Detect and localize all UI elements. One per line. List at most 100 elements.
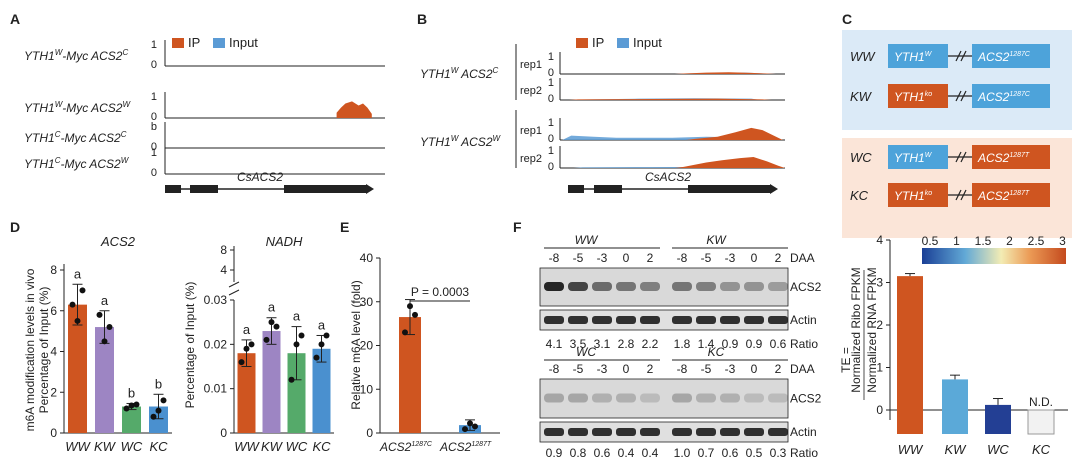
- acs2-band: [720, 282, 740, 291]
- genotype-name: KC: [850, 188, 869, 203]
- significance-letter: a: [268, 300, 276, 315]
- ratio-value: 1.4: [698, 337, 715, 351]
- y-tick-label: 40: [360, 251, 374, 265]
- legend-ip-label: IP: [188, 35, 200, 50]
- actin-band: [696, 316, 716, 324]
- ratio-value: 0.9: [746, 337, 763, 351]
- group-label: YTH1W ACS2C: [420, 66, 499, 81]
- linker-break: [960, 50, 967, 62]
- timepoint-label: -8: [677, 362, 688, 376]
- category-label: KW: [261, 439, 284, 454]
- bar-ACS21287C: [399, 317, 421, 433]
- data-point: [150, 413, 157, 420]
- data-point: [128, 402, 135, 409]
- track-ytick-top: 1: [151, 91, 157, 103]
- yth-box: [888, 44, 948, 68]
- timepoint-label: -3: [597, 362, 608, 376]
- timepoint-label: 0: [751, 251, 758, 265]
- category-label: WW: [234, 439, 260, 454]
- ratio-value: 0.6: [594, 446, 611, 460]
- gene-exon: [165, 185, 181, 193]
- category-label: WC: [286, 439, 308, 454]
- group-label: YTH1W ACS2W: [420, 134, 502, 149]
- acs2-band: [544, 282, 564, 291]
- track-label: YTH1W-Myc ACS2W: [24, 100, 131, 115]
- gene-exon: [594, 185, 622, 193]
- category-label: KW: [94, 439, 117, 454]
- y-tick-label: 0.01: [204, 382, 228, 396]
- data-point: [155, 407, 162, 414]
- acs2-label: ACS2: [790, 280, 822, 294]
- y-tick-label: 8: [220, 243, 227, 257]
- actin-band: [768, 428, 788, 436]
- ratio-value: 4.1: [546, 337, 563, 351]
- acs-label: ACS21287C: [977, 90, 1031, 104]
- genotype-name: WC: [850, 150, 872, 165]
- bar-KW: [942, 379, 968, 434]
- timepoint-label: -8: [549, 251, 560, 265]
- category-label: KW: [945, 442, 968, 457]
- acs2-band: [592, 282, 612, 291]
- category-label: WC: [987, 442, 1009, 457]
- actin-band: [544, 316, 564, 324]
- data-point: [298, 332, 305, 339]
- y-axis-label: m6A modification levels in vivo: [23, 268, 37, 431]
- rep-ytick-bottom: 0: [548, 93, 554, 105]
- rep-label: rep2: [520, 153, 542, 165]
- gene-arrow: [366, 184, 374, 194]
- ratio-value: 0.4: [618, 446, 635, 460]
- rep-ytick-bottom: 0: [548, 161, 554, 173]
- legend-ip-swatch: [172, 38, 184, 48]
- category-label: WW: [65, 439, 91, 454]
- chart-title: NADH: [266, 234, 303, 249]
- timepoint-label: 2: [647, 251, 654, 265]
- linker-break: [955, 90, 962, 102]
- timepoint-label: 2: [775, 251, 782, 265]
- ip-signal: [336, 101, 372, 118]
- acs-box: [972, 145, 1050, 169]
- category-label: KC: [1032, 442, 1051, 457]
- ratio-value: 2.8: [618, 337, 635, 351]
- ratio-value: 0.9: [722, 337, 739, 351]
- ratio-value: 3.1: [594, 337, 611, 351]
- y-tick-label: 20: [360, 339, 374, 353]
- ratio-value: 2.2: [642, 337, 659, 351]
- track-label: YTH1C-Myc ACS2W: [24, 156, 130, 171]
- data-point: [467, 420, 473, 427]
- gene-exon: [568, 185, 584, 193]
- bar-WW: [897, 276, 923, 434]
- y-axis-label: Percentage of Input (%): [183, 282, 197, 409]
- bar-WC: [985, 404, 1011, 434]
- data-point: [133, 401, 140, 408]
- data-point: [160, 397, 167, 404]
- gene-name: CsACS2: [645, 170, 691, 184]
- ratio-value: 0.6: [770, 337, 787, 351]
- yth-label: YTH1ko: [894, 189, 932, 203]
- axis-break: [228, 281, 240, 288]
- legend-input-label: Input: [229, 35, 258, 50]
- y-tick-label: 0.02: [204, 337, 228, 351]
- gene-name: CsACS2: [237, 170, 283, 184]
- legend-ip-label: IP: [592, 35, 604, 50]
- actin-band: [672, 428, 692, 436]
- data-point: [263, 336, 270, 343]
- colorbar-tick: 3: [1059, 234, 1066, 248]
- timepoint-label: 2: [647, 362, 654, 376]
- acs2-band: [592, 393, 612, 403]
- track-ytick-top: 1: [151, 147, 157, 159]
- data-point: [323, 332, 330, 339]
- acs2-blot: [539, 378, 789, 419]
- actin-band: [616, 428, 636, 436]
- acs2-band: [672, 393, 692, 403]
- track-ytick-bottom: 0: [151, 141, 157, 153]
- chart-title: ACS2: [100, 234, 136, 249]
- actin-band: [640, 316, 660, 324]
- ratio-value: 0.7: [698, 446, 715, 460]
- data-point: [462, 426, 468, 433]
- significance-letter: b: [128, 385, 135, 400]
- y-tick-label: 2: [876, 318, 883, 332]
- category-label: WW: [898, 442, 924, 457]
- y-tick-label: 0: [50, 426, 57, 440]
- ratio-value: 3.5: [570, 337, 587, 351]
